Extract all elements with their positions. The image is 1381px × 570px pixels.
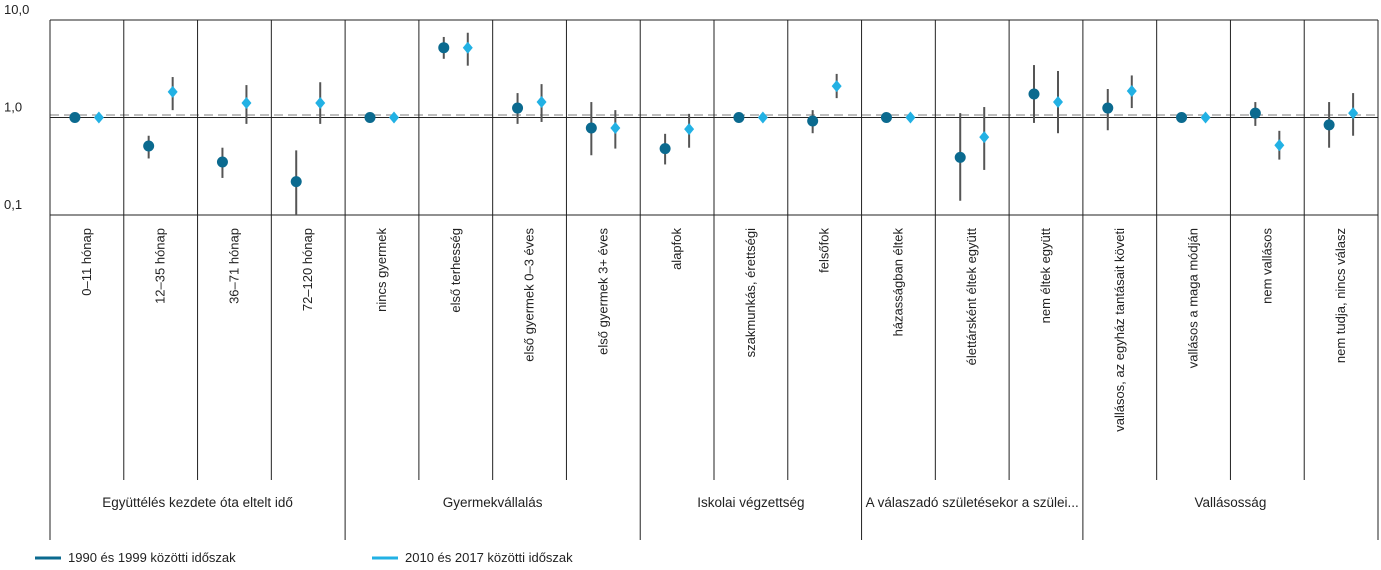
point (610, 122, 621, 135)
point (1348, 107, 1359, 120)
point (93, 111, 104, 124)
y-tick-label: 0,1 (4, 197, 22, 212)
point (979, 131, 990, 144)
point (143, 140, 155, 152)
point (69, 112, 81, 123)
point (216, 156, 228, 168)
point (1028, 88, 1040, 100)
point (438, 42, 450, 54)
point (880, 112, 892, 123)
x-tick-label: nem tudja, nincs válasz (1333, 228, 1348, 363)
point (241, 96, 252, 109)
group-label: Gyermekvállalás (442, 495, 543, 510)
point (462, 41, 473, 54)
point (512, 102, 524, 114)
point (905, 111, 916, 124)
x-tick-label: 0–11 hónap (79, 228, 94, 296)
group-label: Iskolai végzettség (697, 495, 805, 510)
x-tick-label: élettársként éltek együtt (964, 228, 979, 366)
point (684, 123, 695, 136)
x-tick-label: első terhesség (448, 228, 463, 313)
point (585, 122, 597, 134)
x-tick-label: alapfok (669, 228, 684, 270)
x-tick-label: nem éltek együtt (1038, 228, 1053, 324)
x-tick-label: nincs gyermek (374, 228, 389, 312)
point (1249, 107, 1261, 119)
x-tick-label: 12–35 hónap (153, 228, 168, 304)
y-tick-label: 10,0 (4, 2, 29, 17)
point (536, 96, 547, 109)
point (290, 176, 302, 188)
x-tick-label: első gyermek 0–3 éves (522, 228, 537, 362)
point (389, 111, 399, 124)
x-tick-label: 36–71 hónap (226, 228, 241, 304)
point (1323, 119, 1335, 131)
legend-label: 2010 és 2017 közötti időszak (405, 550, 573, 565)
point (1200, 111, 1211, 124)
point (315, 96, 326, 109)
point (1102, 102, 1114, 114)
point (954, 151, 966, 163)
x-tick-label: nem vallásos (1259, 228, 1274, 304)
x-tick-label: vallásos a maga módján (1186, 228, 1201, 368)
point (659, 143, 671, 155)
legend-label: 1990 és 1999 közötti időszak (68, 550, 236, 565)
x-tick-label: szakmunkás, érettségi (743, 228, 758, 357)
x-tick-label: vallásos, az egyház tantásait követi (1112, 228, 1127, 432)
x-tick-label: 72–120 hónap (300, 228, 315, 311)
point (733, 112, 745, 123)
y-tick-label: 1,0 (4, 100, 22, 115)
point (831, 80, 842, 93)
group-label: A válaszadó születésekor a szülei... (865, 495, 1079, 510)
x-tick-label: felsőfok (817, 228, 832, 273)
point (1176, 112, 1188, 123)
point (807, 115, 819, 127)
x-tick-label: első gyermek 3+ éves (595, 228, 610, 355)
point (167, 85, 178, 98)
point (757, 111, 768, 124)
point (364, 112, 376, 123)
group-label: Vallásosság (1194, 495, 1267, 510)
point (1126, 84, 1137, 97)
point (1274, 139, 1285, 152)
group-label: Együttélés kezdete óta eltelt idő (102, 495, 293, 510)
x-tick-label: házasságban éltek (890, 228, 905, 337)
point (1053, 96, 1063, 109)
